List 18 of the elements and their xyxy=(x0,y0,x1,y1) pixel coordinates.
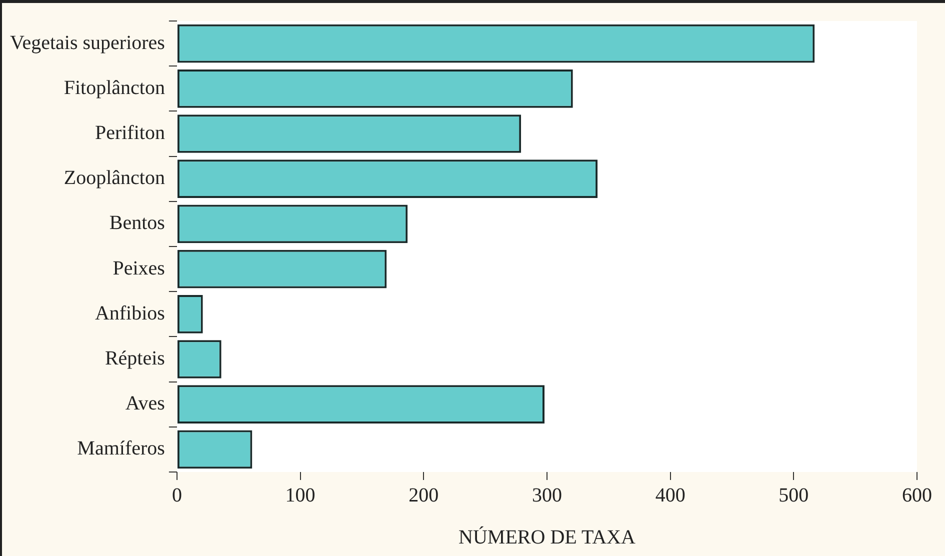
x-tick-label: 200 xyxy=(408,484,439,506)
y-tick-label: Mamíferos xyxy=(77,438,166,460)
x-tick-label: 400 xyxy=(655,484,686,506)
x-axis-title: NÚMERO DE TAXA xyxy=(458,525,636,548)
x-tick-label: 300 xyxy=(532,484,562,506)
y-tick-label: Aves xyxy=(125,392,166,415)
y-tick-label: Peixes xyxy=(112,257,166,280)
x-tick-label: 600 xyxy=(902,484,932,506)
x-tick-label: 500 xyxy=(778,484,809,506)
y-tick-label: Répteis xyxy=(104,348,166,370)
x-tick-label: 100 xyxy=(285,484,316,506)
y-tick-label: Bentos xyxy=(109,212,166,234)
y-tick-label: Anfibios xyxy=(94,302,166,324)
y-tick-label: Zooplâncton xyxy=(64,167,165,190)
x-tick-label: 0 xyxy=(172,484,182,506)
y-tick-label: Perifiton xyxy=(94,122,165,144)
y-tick-label: Fitoplâncton xyxy=(64,76,165,99)
y-tick-label: Vegetais superiores xyxy=(10,32,166,54)
